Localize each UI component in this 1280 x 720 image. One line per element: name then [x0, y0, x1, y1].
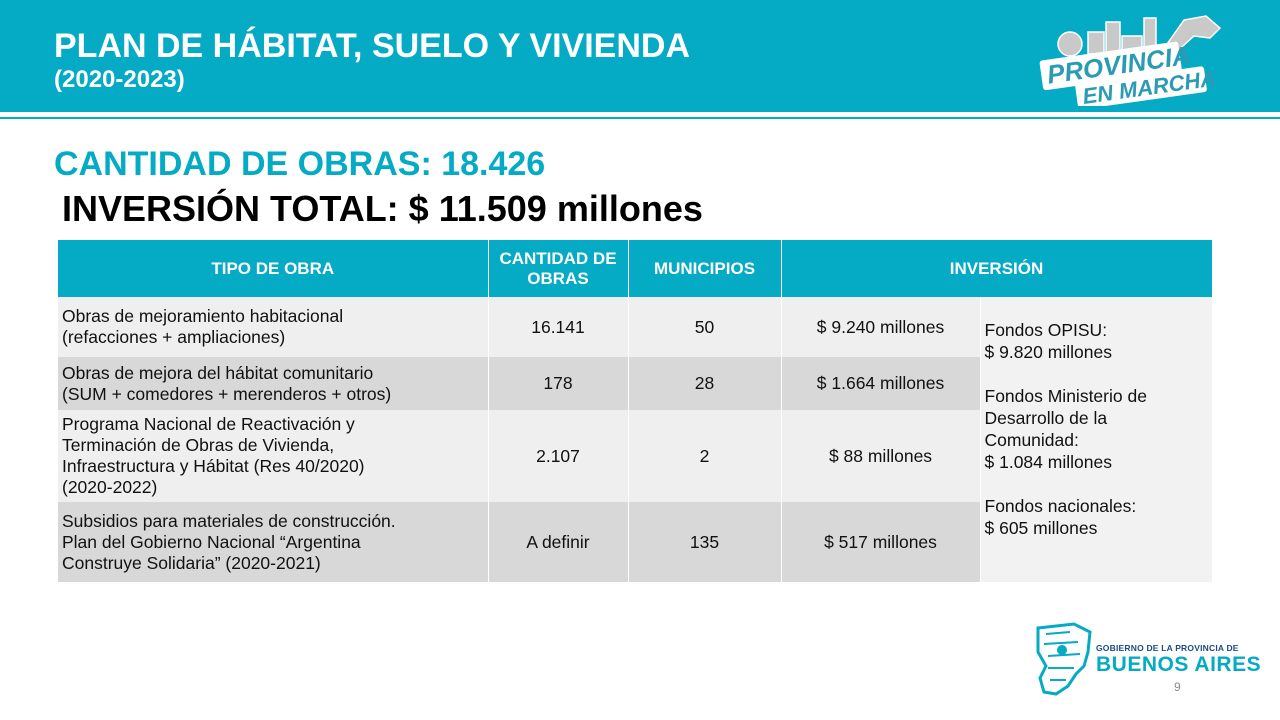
cell-tipo: Programa Nacional de Reactivación y Term… [58, 410, 489, 502]
table-row: Subsidios para materiales de construcció… [58, 502, 1212, 582]
provincia-en-marcha-logo: PROVINCIA EN MARCHA [1039, 15, 1222, 106]
cell-inversion: $ 1.664 millones [781, 357, 981, 410]
page-title: PLAN DE HÁBITAT, SUELO Y VIVIENDA [54, 27, 691, 65]
cell-inversion: $ 88 millones [781, 410, 981, 502]
table-header-row: TIPO DE OBRA CANTIDAD DE OBRAS MUNICIPIO… [58, 240, 1213, 297]
fund-ministerio: Fondos Ministerio de Desarrollo de la Co… [984, 385, 1147, 472]
cell-municipios: 135 [628, 502, 782, 582]
header-tipo: TIPO DE OBRA [58, 240, 489, 297]
header-municipios: MUNICIPIOS [628, 240, 782, 297]
total-investment-heading: INVERSIÓN TOTAL: $ 11.509 millones [62, 188, 703, 229]
table-row: Obras de mejoramiento habitacional (refa… [58, 297, 1212, 582]
header-cantidad: CANTIDAD DE OBRAS [488, 240, 629, 297]
cell-municipios: 2 [628, 410, 782, 502]
fund-opisu: Fondos OPISU: $ 9.820 millones [984, 319, 1112, 362]
obras-count-heading: CANTIDAD DE OBRAS: 18.426 [54, 145, 546, 183]
cell-municipios: 28 [628, 357, 782, 410]
cell-tipo: Obras de mejora del hábitat comunitario … [58, 357, 489, 410]
cell-municipios: 50 [628, 297, 782, 357]
funds-cell: Fondos OPISU: $ 9.820 millones Fondos Mi… [980, 297, 1212, 582]
page-number: 9 [1174, 680, 1181, 694]
header-divider [0, 117, 1280, 119]
buenos-aires-map-icon [1036, 622, 1092, 696]
cell-cantidad: 178 [488, 357, 629, 410]
gov-label-small: GOBIERNO DE LA PROVINCIA DE [1096, 643, 1239, 653]
page-subtitle: (2020-2023) [54, 66, 185, 93]
fund-nacionales: Fondos nacionales: $ 605 millones [984, 495, 1137, 538]
works-table: TIPO DE OBRA CANTIDAD DE OBRAS MUNICIPIO… [58, 240, 1213, 582]
cell-cantidad: 16.141 [488, 297, 629, 357]
cell-cantidad: 2.107 [488, 410, 629, 502]
header-inversion: INVERSIÓN [781, 240, 1213, 297]
cell-tipo: Obras de mejoramiento habitacional (refa… [58, 297, 489, 357]
cell-tipo: Subsidios para materiales de construcció… [58, 502, 489, 582]
table-row: Programa Nacional de Reactivación y Term… [58, 410, 1212, 502]
table-row: Obras de mejora del hábitat comunitario … [58, 357, 1212, 410]
gov-label-big: BUENOS AIRES [1096, 653, 1262, 676]
cell-cantidad: A definir [488, 502, 629, 582]
cell-inversion: $ 9.240 millones [781, 297, 981, 357]
cell-inversion: $ 517 millones [781, 502, 981, 582]
